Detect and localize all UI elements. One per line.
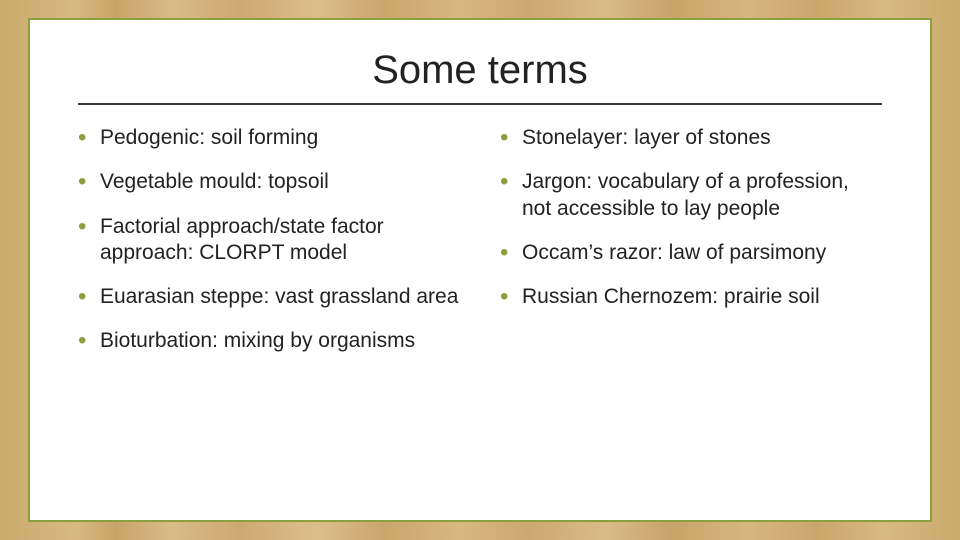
list-item: Bioturbation: mixing by organisms	[78, 328, 460, 354]
slide-card: Some terms Pedogenic: soil forming Veget…	[28, 18, 932, 522]
list-item: Stonelayer: layer of stones	[500, 125, 882, 151]
slide-title: Some terms	[78, 48, 882, 93]
columns: Pedogenic: soil forming Vegetable mould:…	[78, 125, 882, 373]
right-list: Stonelayer: layer of stones Jargon: voca…	[500, 125, 882, 310]
right-column: Stonelayer: layer of stones Jargon: voca…	[500, 125, 882, 373]
list-item: Factorial approach/state factor approach…	[78, 214, 460, 267]
list-item: Russian Chernozem: prairie soil	[500, 284, 882, 310]
list-item: Euarasian steppe: vast grassland area	[78, 284, 460, 310]
list-item: Jargon: vocabulary of a profession, not …	[500, 169, 882, 222]
title-rule	[78, 103, 882, 105]
slide-background: Some terms Pedogenic: soil forming Veget…	[0, 0, 960, 540]
list-item: Pedogenic: soil forming	[78, 125, 460, 151]
list-item: Occam’s razor: law of parsimony	[500, 240, 882, 266]
left-column: Pedogenic: soil forming Vegetable mould:…	[78, 125, 460, 373]
left-list: Pedogenic: soil forming Vegetable mould:…	[78, 125, 460, 355]
list-item: Vegetable mould: topsoil	[78, 169, 460, 195]
